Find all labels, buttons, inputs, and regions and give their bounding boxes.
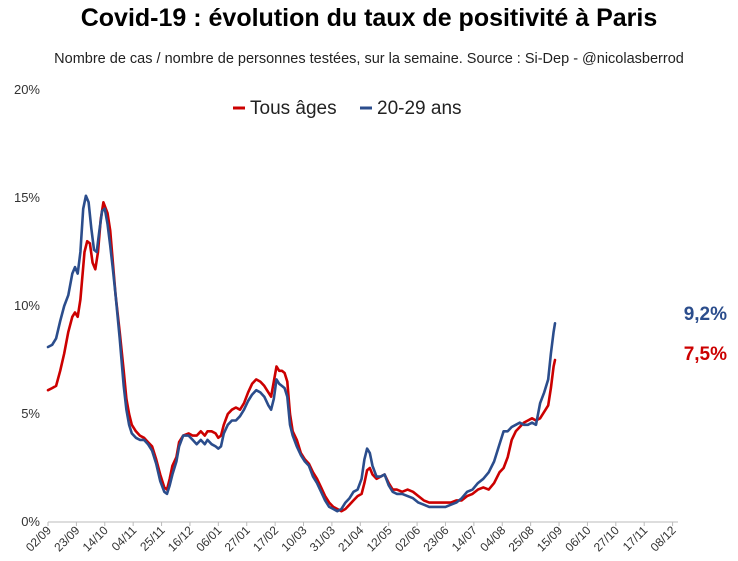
- x-tick-label: 31/03: [307, 523, 338, 554]
- legend: Tous âges 20-29 ans: [233, 98, 462, 119]
- y-axis: 0% 5% 10% 15% 20%: [14, 82, 40, 529]
- x-tick-label: 06/01: [193, 523, 224, 554]
- y-tick-label: 5%: [21, 406, 40, 421]
- end-value-label: 7,5%: [684, 344, 727, 365]
- x-tick-label: 27/01: [222, 523, 253, 554]
- x-tick-label: 06/10: [562, 523, 593, 554]
- x-tick-label: 14/10: [80, 523, 111, 554]
- x-axis: 02/0923/0914/1004/1125/1116/1206/0127/01…: [23, 521, 679, 554]
- x-tick-label: 21/04: [335, 523, 366, 554]
- series-line-tous-âges: [46, 201, 557, 513]
- end-value-label: 9,2%: [684, 304, 727, 325]
- x-tick-label: 10/03: [279, 523, 310, 554]
- x-tick-label: 08/12: [648, 523, 679, 554]
- y-tick-label: 15%: [14, 190, 40, 205]
- x-tick-label: 04/11: [109, 523, 140, 554]
- series-line-20-29-ans: [46, 194, 557, 513]
- x-tick-label: 25/11: [137, 523, 168, 554]
- legend-label: Tous âges: [250, 98, 337, 119]
- x-tick-label: 14/07: [449, 523, 480, 554]
- y-tick-label: 20%: [14, 82, 40, 97]
- x-tick-label: 23/06: [420, 523, 451, 554]
- y-tick-label: 10%: [14, 298, 40, 313]
- x-tick-label: 17/11: [620, 523, 651, 554]
- x-tick-label: 16/12: [165, 523, 196, 554]
- x-tick-label: 25/08: [506, 523, 537, 554]
- x-tick-label: 04/08: [477, 523, 508, 554]
- x-tick-label: 27/10: [591, 523, 622, 554]
- chart-title: Covid-19 : évolution du taux de positivi…: [80, 4, 658, 32]
- x-tick-label: 02/06: [392, 523, 423, 554]
- y-tick-label: 0%: [21, 514, 40, 529]
- x-tick-label: 15/09: [534, 523, 565, 554]
- end-labels: 7,5% 9,2%: [684, 304, 727, 365]
- series-layer: [46, 194, 557, 513]
- chart-subtitle: Nombre de cas / nombre de personnes test…: [54, 51, 684, 67]
- legend-label: 20-29 ans: [377, 98, 462, 119]
- x-tick-label: 17/02: [250, 523, 281, 554]
- x-tick-label: 12/05: [364, 523, 395, 554]
- x-tick-label: 23/09: [51, 523, 82, 554]
